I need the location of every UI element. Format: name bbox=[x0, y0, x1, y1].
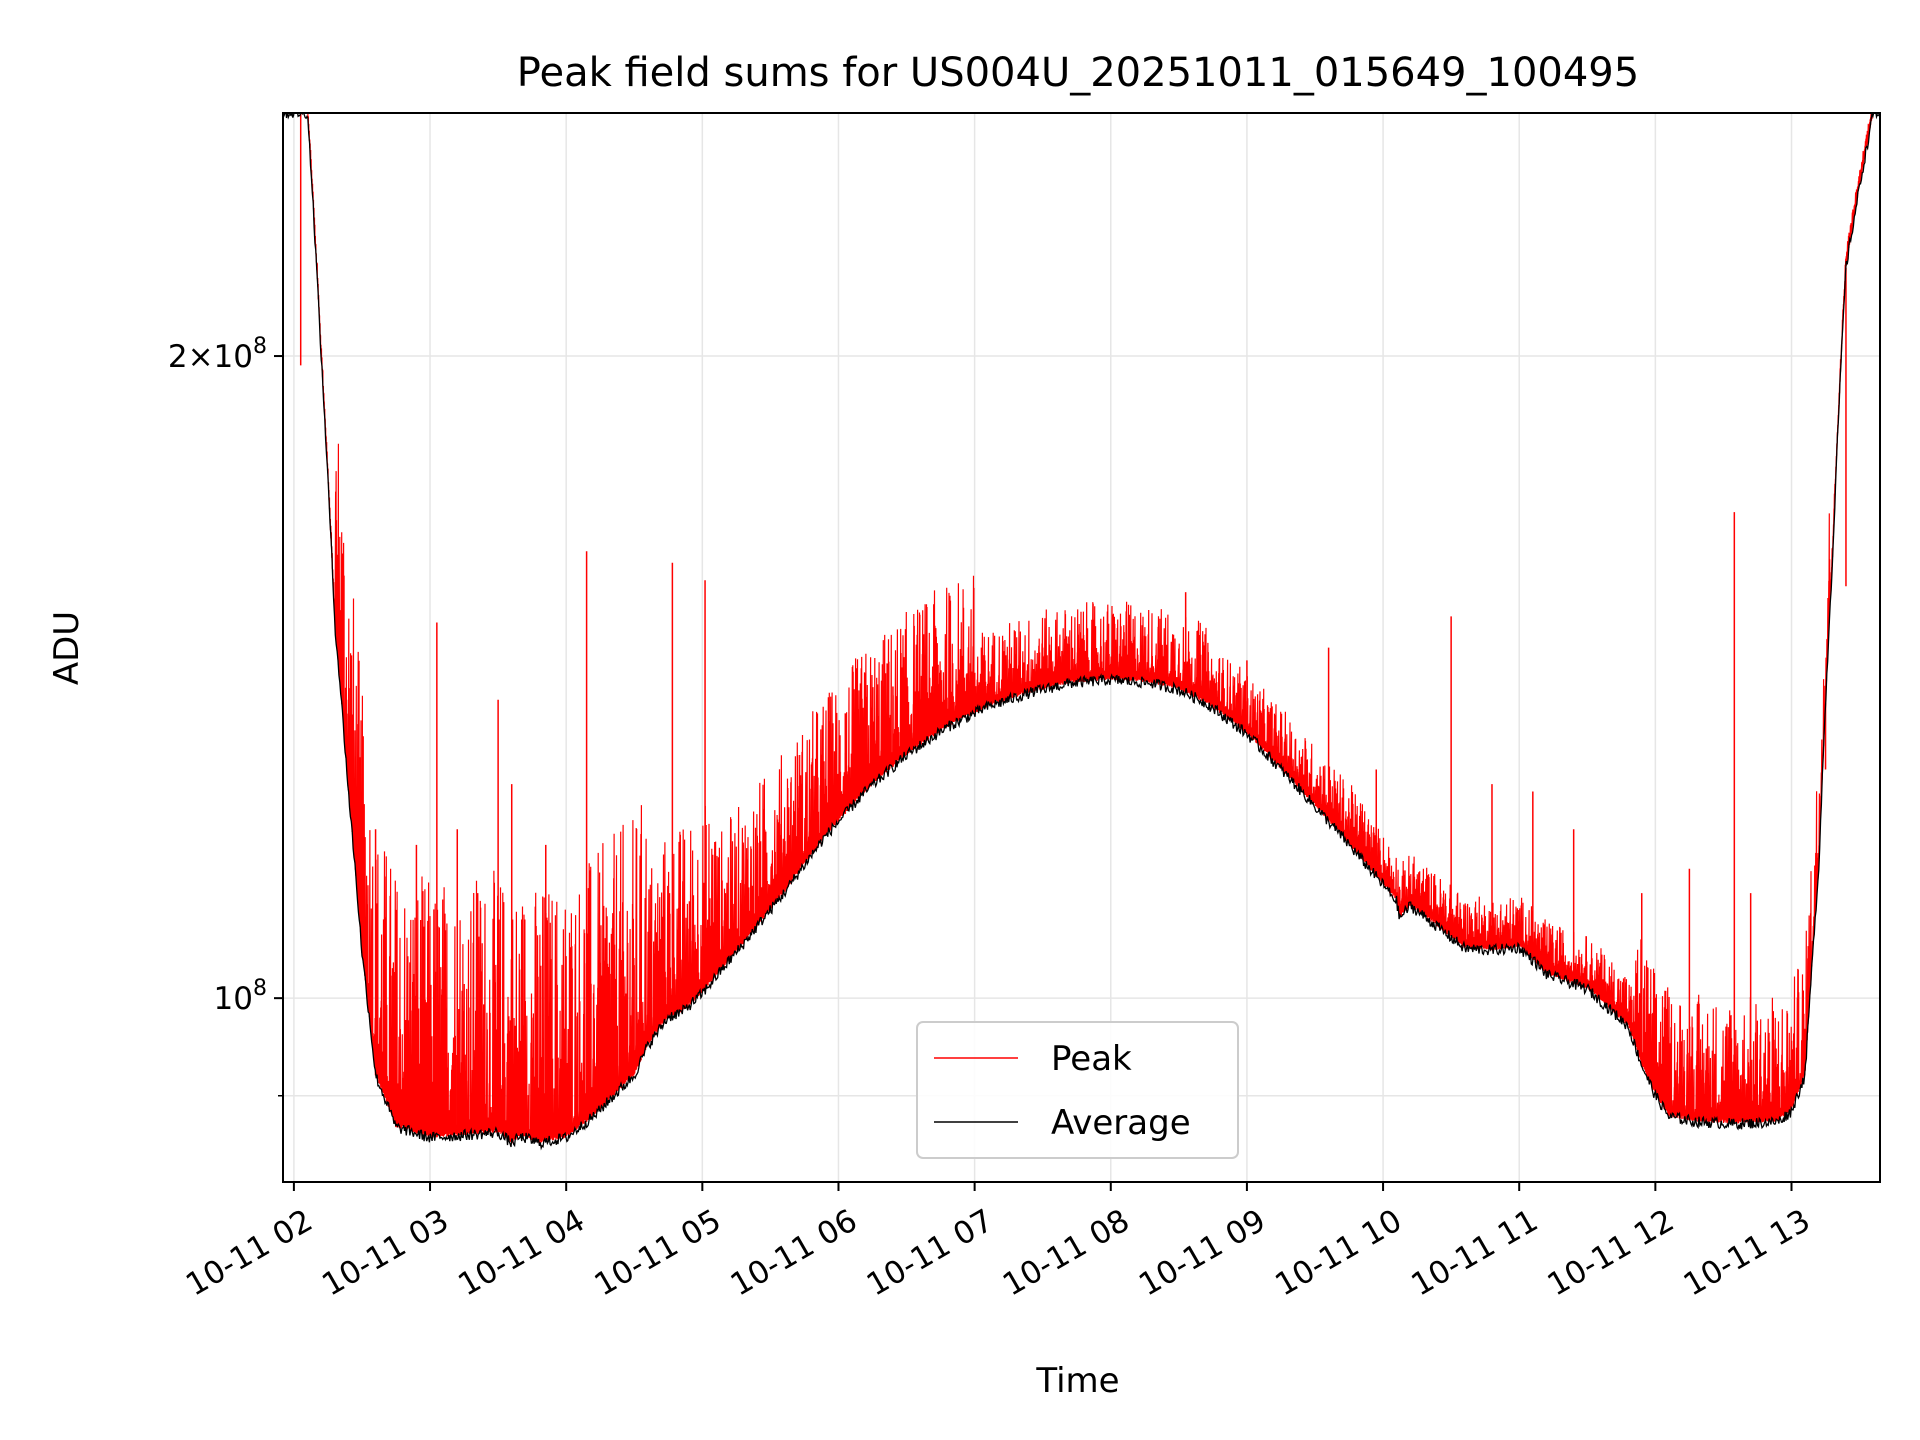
y-axis: 2×108 108 bbox=[168, 334, 283, 1097]
legend-label-peak: Peak bbox=[1051, 1039, 1132, 1079]
y-axis-label: ADU bbox=[47, 611, 87, 685]
average-series-line bbox=[283, 113, 1880, 1151]
y-tick-label: 2×108 bbox=[168, 334, 267, 375]
legend: Peak Average bbox=[916, 1021, 1239, 1159]
legend-label-average: Average bbox=[1051, 1103, 1191, 1143]
peak-series-line bbox=[297, 113, 1874, 1143]
chart-title: Peak field sums for US004U_20251011_0156… bbox=[517, 50, 1639, 96]
series-layer bbox=[283, 113, 1880, 1151]
x-axis-label: Time bbox=[1035, 1361, 1119, 1401]
y-tick-label: 108 bbox=[214, 976, 267, 1017]
legend-box bbox=[916, 1021, 1239, 1159]
plot-frame bbox=[282, 112, 1881, 1183]
